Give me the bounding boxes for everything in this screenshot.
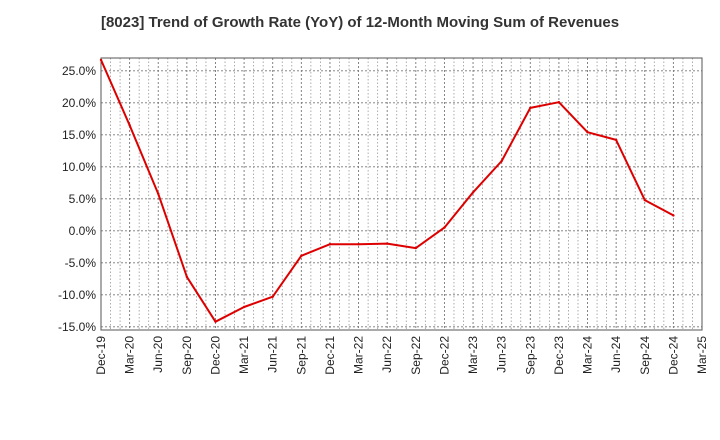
y-tick-label: -15.0%: [58, 320, 96, 334]
y-tick-label: 20.0%: [62, 96, 96, 110]
x-tick-label: Sep-23: [523, 336, 537, 375]
x-tick-label: Jun-22: [380, 336, 394, 373]
x-tick-label: Mar-22: [352, 336, 366, 374]
data-point: [242, 305, 246, 309]
data-point: [614, 138, 618, 142]
chart-title: [8023] Trend of Growth Rate (YoY) of 12-…: [100, 14, 620, 31]
y-tick-label: -5.0%: [65, 256, 97, 270]
data-point: [529, 106, 532, 110]
x-tick-label: Mar-25: [695, 336, 709, 374]
plot-area: [101, 58, 702, 330]
y-tick-label: 15.0%: [62, 128, 96, 142]
x-tick-label: Dec-22: [437, 336, 451, 375]
x-tick-label: Mar-24: [581, 336, 595, 374]
x-tick-label: Jun-20: [151, 336, 165, 373]
data-point: [385, 242, 389, 245]
data-point: [157, 192, 160, 195]
x-tick-label: Dec-21: [323, 336, 337, 375]
x-tick-label: Sep-21: [294, 336, 308, 375]
y-tick-label: 10.0%: [62, 160, 96, 174]
data-point: [643, 198, 646, 202]
data-point: [271, 295, 274, 298]
x-tick-label: Dec-23: [552, 336, 566, 375]
x-tick-label: Dec-24: [666, 336, 680, 375]
data-point: [672, 214, 675, 217]
x-tick-label: Sep-22: [409, 336, 423, 375]
data-point: [414, 246, 418, 250]
x-tick-label: Jun-24: [609, 336, 623, 373]
data-point: [185, 275, 189, 279]
x-tick-label: Mar-23: [466, 336, 480, 374]
data-point: [357, 243, 360, 246]
data-point: [128, 124, 131, 127]
x-tick-label: Jun-21: [266, 336, 280, 373]
y-tick-label: -10.0%: [58, 288, 96, 302]
x-tick-label: Dec-19: [94, 336, 108, 375]
data-point: [443, 226, 446, 229]
y-tick-label: 0.0%: [69, 224, 97, 238]
data-point: [500, 159, 503, 163]
x-tick-label: Mar-20: [123, 336, 137, 374]
data-point: [99, 58, 103, 62]
y-tick-label: 25.0%: [62, 64, 96, 78]
x-tick-label: Jun-23: [495, 336, 509, 373]
x-tick-label: Sep-20: [180, 336, 194, 375]
data-point: [586, 131, 589, 134]
x-tick-label: Mar-21: [237, 336, 251, 374]
y-tick-label: 5.0%: [69, 192, 97, 206]
x-tick-label: Sep-24: [638, 336, 652, 375]
data-point: [557, 100, 561, 104]
data-point: [328, 243, 332, 246]
plot-border: [100, 57, 703, 331]
x-tick-label: Dec-20: [208, 336, 222, 375]
data-point: [471, 191, 475, 194]
data-point: [214, 320, 217, 323]
data-point: [300, 254, 303, 257]
